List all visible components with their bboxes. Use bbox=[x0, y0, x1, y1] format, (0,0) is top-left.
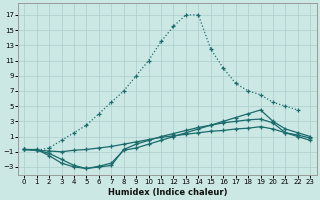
X-axis label: Humidex (Indice chaleur): Humidex (Indice chaleur) bbox=[108, 188, 227, 197]
